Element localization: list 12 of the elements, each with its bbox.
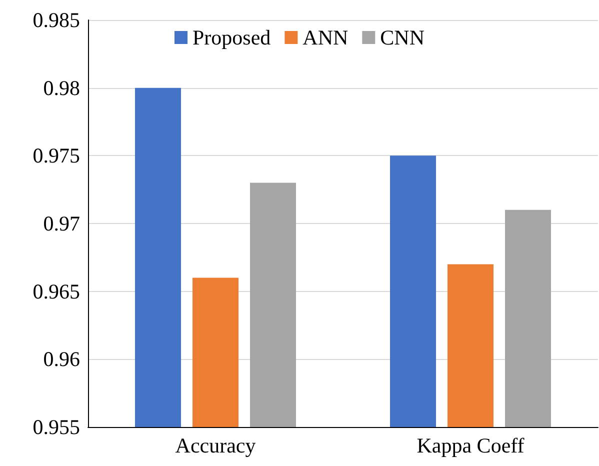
legend-label: Proposed	[192, 26, 272, 50]
x-tick-label: Kappa Coeff	[416, 434, 524, 458]
y-tick-label: 0.975	[32, 144, 80, 168]
y-tick-label: 0.96	[43, 347, 80, 372]
x-tick-label: Accuracy	[175, 434, 256, 458]
legend-label: CNN	[380, 26, 425, 50]
y-tick-label: 0.965	[32, 279, 80, 304]
y-tick-label: 0.955	[32, 415, 80, 439]
y-tick-label: 0.985	[32, 8, 80, 32]
y-tick-label: 0.97	[43, 212, 80, 236]
y-tick-label: 0.98	[43, 76, 80, 100]
legend-label: ANN	[302, 26, 348, 50]
